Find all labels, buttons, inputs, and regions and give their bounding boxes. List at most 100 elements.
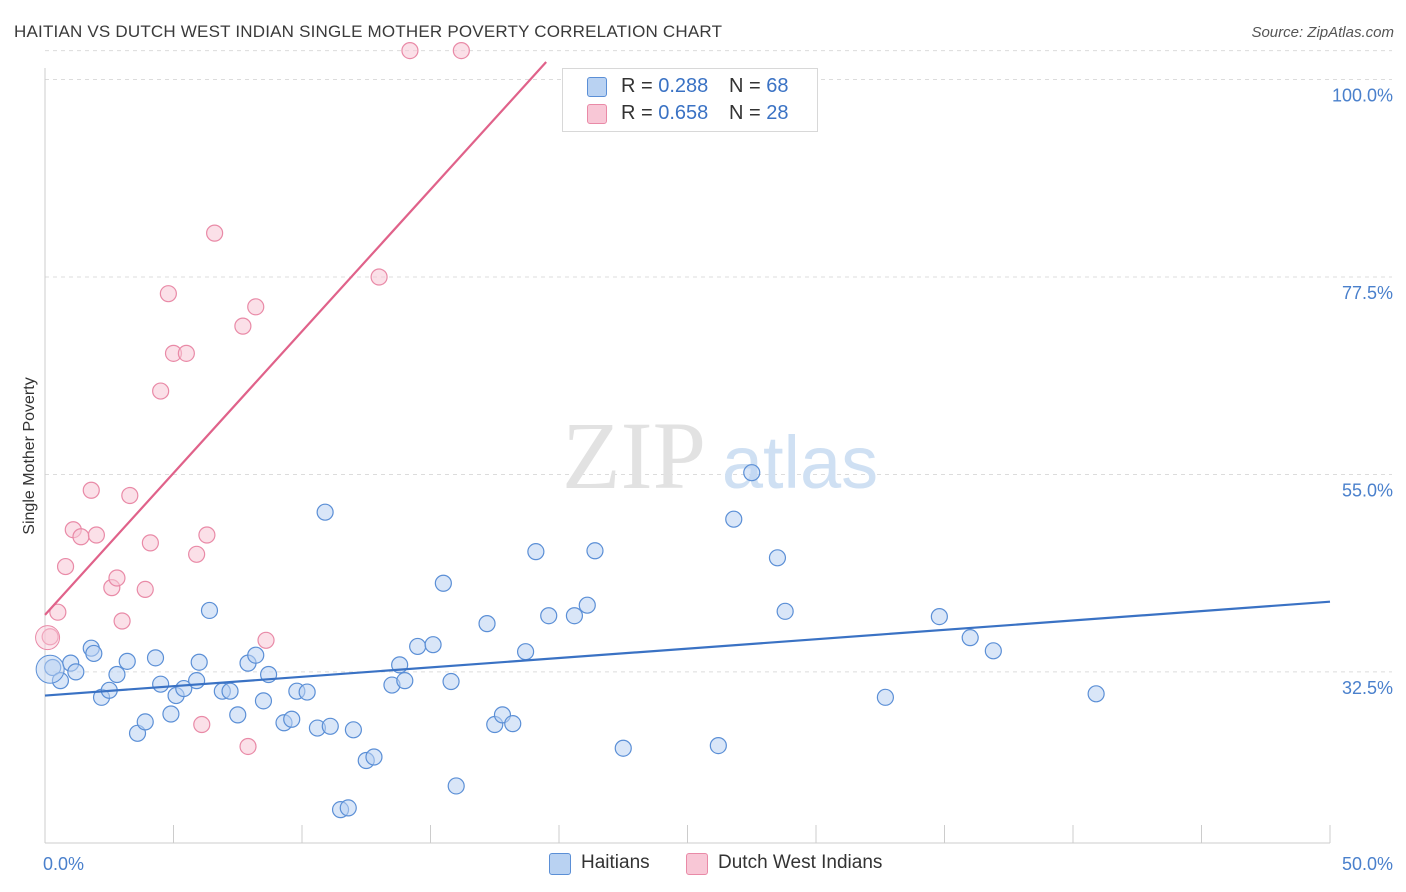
y-tick-label: 100.0% [1332,86,1393,106]
bottom-legend-label-haitians: Haitians [581,852,650,873]
dutch-point [188,545,206,563]
haitian-point [188,672,206,690]
dutch-point [193,715,211,734]
legend-r-value: 0.288 [658,75,709,97]
haitian-point [930,607,948,626]
haitian-point [339,799,357,817]
haitian-point [254,692,273,710]
haitian-point [118,652,136,670]
haitian-point [136,713,154,731]
haitian-point [768,549,787,567]
haitian-point [442,672,460,691]
legend-r-label: R = [621,102,659,124]
dutch-point [87,526,106,544]
dutch-point [108,569,126,587]
dutch-point [401,41,419,60]
haitian-point [565,607,584,625]
dutch-point [247,298,265,316]
legend-n-value: 68 [766,75,789,97]
haitian-point [516,643,535,661]
dutch-point [159,285,177,303]
dutch-point [121,486,139,505]
haitian-point [247,646,265,664]
bottom-legend-label-dutch: Dutch West Indians [718,852,883,873]
haitian-point [409,637,427,656]
dutch-point [113,612,131,630]
bottom-legend-swatch-dutch [686,853,708,875]
haitian-point [1087,685,1105,703]
haitian-point [984,642,1002,660]
haitian-point [67,663,85,681]
legend-r-value: 0.658 [658,102,709,124]
legend-n-value: 28 [766,102,789,124]
legend-swatch-dutch [587,104,607,124]
haitian-point [35,654,65,684]
watermark: ZIP atlas [562,402,878,509]
haitian-point [365,748,383,766]
dutch-point [141,534,159,552]
haitian-point [344,721,362,739]
dutch-point [35,625,61,651]
axis-layer [44,68,1331,844]
haitian-point [578,596,596,614]
legend-n-label: N = [729,75,767,97]
y-tick-label: 77.5% [1342,283,1393,303]
haitian-point [321,717,339,735]
x-tick-label: 0.0% [43,854,84,874]
haitian-point [527,543,545,561]
y-tick-label: 32.5% [1342,678,1393,698]
haitian-point [478,615,496,633]
dutch-point [370,268,388,286]
haitian-point [146,649,165,667]
haitian-point [424,636,442,654]
haitian-point [152,675,170,693]
dutch-point [56,557,75,576]
haitian-point [162,705,180,723]
legend-n-label: N = [729,102,767,124]
haitian-point [316,503,334,521]
haitian-point [504,715,522,733]
dutch-point [234,317,252,335]
y-axis-label: Single Mother Poverty [21,377,38,535]
haitian-point [876,688,894,706]
dutch-point [177,344,195,362]
haitian-point [540,607,558,625]
haitian-point [396,672,414,690]
haitian-point [229,706,247,724]
dutch-point [136,580,154,598]
dutch-point [452,41,470,60]
dutch-point [82,481,100,499]
haitian-point [961,629,979,647]
haitian-point [190,653,208,671]
correlation-legend: R = 0.288 N = 68 R = 0.658 N = 28 [562,68,818,132]
legend-r-label: R = [621,75,659,97]
haitian-point [298,683,316,701]
haitian-point [200,601,219,620]
haitian-point [85,644,103,663]
dutch-point [72,528,90,546]
grid-layer [45,50,1392,673]
haitian-point [709,736,727,755]
haitian-point [725,510,743,528]
points-layer [35,41,1105,819]
haitian-point [614,739,632,757]
legend-swatch-haitians [587,77,607,97]
tick-label-layer: 32.5% 55.0% 77.5% 100.0% 0.0% 50.0% [43,86,1393,874]
dutch-point [41,628,59,646]
dutch-point [49,603,67,621]
bottom-legend-swatch-haitians [549,853,571,875]
trend-layer [44,61,1331,697]
haitian-trend-line [44,600,1331,697]
haitian-point [108,665,126,684]
dutch-point [257,631,275,649]
watermark-atlas: atlas [722,421,878,504]
haitian-point [447,777,465,795]
haitian-point [434,574,452,592]
haitian-point [283,710,301,728]
dutch-point [152,382,170,400]
haitian-point [586,542,604,560]
watermark-zip: ZIP [562,402,706,509]
dutch-point [198,526,216,544]
chart-title: HAITIAN VS DUTCH WEST INDIAN SINGLE MOTH… [14,22,723,41]
